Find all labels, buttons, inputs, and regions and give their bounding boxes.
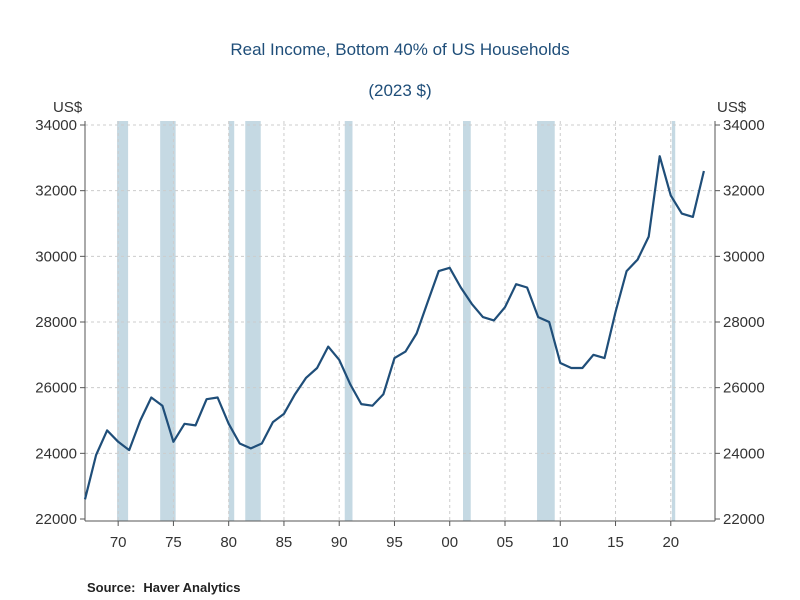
y-tick-label: 24000 xyxy=(35,445,77,462)
x-tick-label: 20 xyxy=(662,534,679,551)
x-ticks: 70 75 80 85 90 95 00 05 10 15 20 xyxy=(110,521,679,551)
income-series-line xyxy=(83,155,705,500)
x-tick-label: 75 xyxy=(165,534,182,551)
series-group xyxy=(83,155,705,500)
y-tick-label: 22000 xyxy=(723,511,765,528)
y-tick-label: 34000 xyxy=(723,117,765,134)
x-tick-label: 05 xyxy=(497,534,514,551)
y-tick-label: 28000 xyxy=(35,314,77,331)
y-tick-label: 30000 xyxy=(35,248,77,265)
y-tick-label: 28000 xyxy=(723,314,765,331)
x-tick-label: 85 xyxy=(276,534,293,551)
recession-band xyxy=(245,121,261,521)
y-tick-label: 24000 xyxy=(723,445,765,462)
left-axis-unit: US$ xyxy=(53,99,83,116)
y-tick-label: 32000 xyxy=(35,183,77,200)
recession-bands xyxy=(117,121,676,521)
recession-band xyxy=(117,121,129,521)
x-tick-label: 70 xyxy=(110,534,127,551)
y-tick-label: 22000 xyxy=(35,511,77,528)
x-tick-label: 00 xyxy=(441,534,458,551)
y-tick-label: 26000 xyxy=(723,380,765,397)
recession-band xyxy=(463,121,471,521)
x-tick-label: 90 xyxy=(331,534,348,551)
left-y-ticks: 22000 24000 26000 28000 30000 32000 34000 xyxy=(35,117,85,528)
source-note: Source: Haver Analytics xyxy=(87,580,240,595)
y-tick-label: 32000 xyxy=(723,183,765,200)
gridlines xyxy=(85,121,715,521)
recession-band xyxy=(671,121,676,521)
y-tick-label: 34000 xyxy=(35,117,77,134)
y-tick-label: 30000 xyxy=(723,248,765,265)
chart-subtitle: (2023 $) xyxy=(368,81,431,100)
recession-band xyxy=(160,121,176,521)
right-axis-unit: US$ xyxy=(717,99,747,116)
x-tick-label: 80 xyxy=(220,534,237,551)
recession-band xyxy=(228,121,235,521)
x-tick-label: 15 xyxy=(607,534,624,551)
x-tick-label: 95 xyxy=(386,534,403,551)
source-text: Haver Analytics xyxy=(143,580,241,595)
right-y-ticks: 22000 24000 26000 28000 30000 32000 34000 xyxy=(715,117,765,528)
source-label: Source: xyxy=(87,580,136,595)
x-tick-label: 10 xyxy=(552,534,569,551)
recession-band xyxy=(344,121,353,521)
axes xyxy=(84,121,716,522)
y-tick-label: 26000 xyxy=(35,380,77,397)
chart-title: Real Income, Bottom 40% of US Households xyxy=(230,40,569,59)
